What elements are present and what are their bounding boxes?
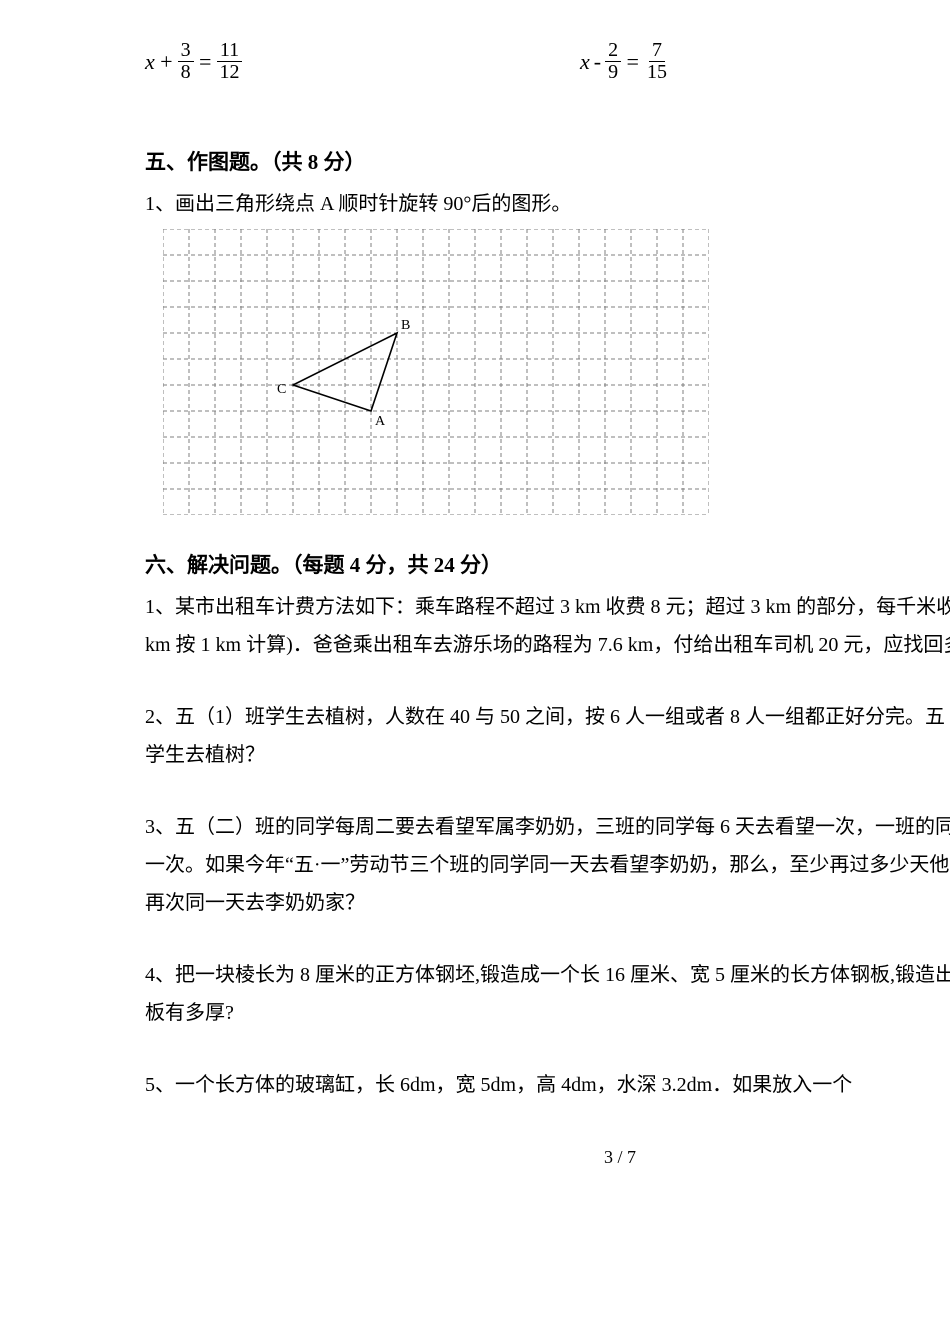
eq1-var: x [145,41,155,83]
eq1-equals: = [198,41,213,83]
svg-text:B: B [401,318,410,333]
spacer-2 [145,778,950,808]
spacer-4 [145,1036,950,1066]
eq2-var: x [580,41,590,83]
eq1-frac2: 11 12 [216,40,242,83]
section6-q4: 4、把一块棱长为 8 厘米的正方体钢坯,锻造成一个长 16 厘米、宽 5 厘米的… [145,956,950,1032]
spacer-1 [145,668,950,698]
section5-q1: 1、画出三角形绕点 A 顺时针旋转 90°后的图形。 [145,185,950,223]
section6-q3: 3、五（二）班的同学每周二要去看望军属李奶奶，三班的同学每 6 天去看望一次，一… [145,808,950,922]
equation-1: x + 3 8 = 11 12 [145,40,242,83]
svg-text:C: C [277,382,286,397]
equation-2: x - 2 9 = 7 15 [580,40,670,83]
eq1-frac1: 3 8 [178,40,194,83]
section6-q5: 5、一个长方体的玻璃缸，长 6dm，宽 5dm，高 4dm，水深 3.2dm．如… [145,1066,950,1104]
svg-text:A: A [375,414,386,429]
spacer-3 [145,926,950,956]
section6-q1: 1、某市出租车计费方法如下：乘车路程不超过 3 km 收费 8 元；超过 3 k… [145,588,950,664]
eq2-frac1: 2 9 [605,40,621,83]
eq2-op: - [594,41,601,83]
equation-row: x + 3 8 = 11 12 x - 2 9 = 7 15 7 8 + x = [145,40,950,83]
eq2-frac2: 7 15 [644,40,670,83]
section5-title: 五、作图题。（共 8 分） [145,143,950,183]
section6-title: 六、解决问题。（每题 4 分，共 24 分） [145,546,950,586]
eq1-op: + [159,41,174,83]
grid-svg: A B C [163,229,709,515]
eq2-equals: = [625,41,640,83]
section6-q2: 2、五（1）班学生去植树，人数在 40 与 50 之间，按 6 人一组或者 8 … [145,698,950,774]
page-footer: 3 / 7 [145,1140,950,1174]
rotation-grid: A B C [163,229,950,528]
